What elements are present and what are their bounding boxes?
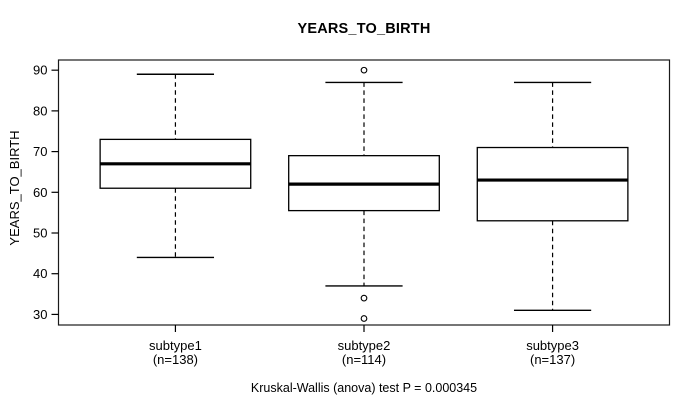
y-tick-label: 80 [33,103,47,118]
box-group-subtype1: subtype1(n=138) [99,73,252,367]
y-tick-label: 70 [33,144,47,159]
chart-title: YEARS_TO_BIRTH [297,21,431,37]
sample-size-label: (n=137) [530,352,575,367]
outlier-point [360,315,368,322]
y-tick-label: 90 [33,63,47,78]
y-tick-label: 60 [33,185,47,200]
sample-size-label: (n=114) [342,352,386,367]
outlier-point [360,66,368,74]
sample-size-label: (n=138) [153,352,198,367]
box-group-subtype2: subtype2(n=114) [288,66,440,367]
iqr-box [476,146,629,222]
y-tick-label: 40 [33,266,47,281]
x-tick-label: subtype2 [338,338,391,353]
box-group-subtype3: subtype3(n=137) [476,81,629,367]
x-tick-label: subtype1 [149,338,202,353]
x-tick-label: subtype3 [526,338,579,353]
stats-caption: Kruskal-Wallis (anova) test P = 0.000345 [250,381,478,395]
y-tick-label: 50 [33,226,47,241]
y-axis: 30 40 50 60 70 80 90 [33,63,59,322]
outlier-point [360,294,368,302]
y-tick-label: 30 [33,307,47,322]
